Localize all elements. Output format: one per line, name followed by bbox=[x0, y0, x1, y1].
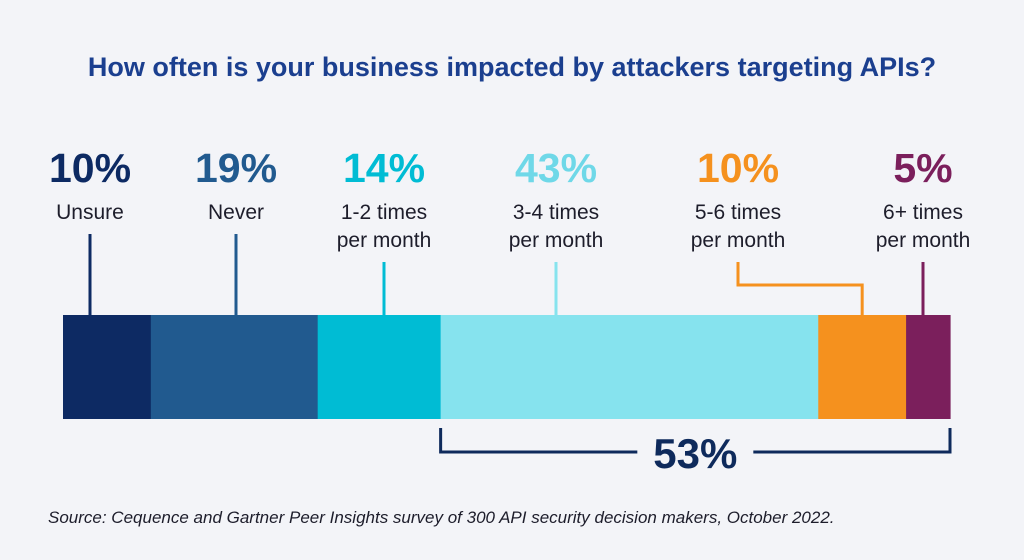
category-label: per month bbox=[691, 229, 786, 252]
total-bracket: 53% bbox=[439, 428, 952, 477]
category-label: per month bbox=[337, 229, 432, 252]
bar-segment-unsure bbox=[63, 315, 152, 419]
category-label: per month bbox=[876, 229, 971, 252]
category-label: Unsure bbox=[56, 201, 124, 224]
label-group: 10% Unsure 19% Never 14% 1-2 times per month 43… bbox=[49, 145, 970, 252]
bar-segment-never bbox=[150, 315, 319, 419]
leader-lines bbox=[88, 234, 925, 315]
value-label: 14% bbox=[343, 145, 425, 191]
value-label: 43% bbox=[515, 145, 597, 191]
bar-segment-5-6-times bbox=[818, 315, 907, 419]
bracket-line bbox=[439, 428, 952, 454]
chart-title: How often is your business impacted by a… bbox=[87, 52, 937, 82]
category-label: 6+ times bbox=[883, 201, 963, 224]
category-label: 3-4 times bbox=[513, 201, 599, 224]
category-label: 1-2 times bbox=[341, 201, 427, 224]
bar-segment-6-times bbox=[906, 315, 951, 419]
category-label: per month bbox=[509, 229, 604, 252]
value-label: 19% bbox=[195, 145, 277, 191]
category-label: Never bbox=[208, 201, 264, 224]
bar-segment-3-4-times bbox=[440, 315, 819, 419]
value-label: 5% bbox=[893, 145, 952, 191]
bracket-total-label: 53% bbox=[653, 430, 737, 477]
bar-group bbox=[63, 315, 951, 419]
category-label: 5-6 times bbox=[695, 201, 781, 224]
value-label: 10% bbox=[49, 145, 131, 191]
bar-segment-1-2-times bbox=[317, 315, 442, 419]
source-note: Source: Cequence and Gartner Peer Insigh… bbox=[48, 508, 835, 527]
stacked-bar-chart: 10% Unsure 19% Never 14% 1-2 times per month 43… bbox=[49, 145, 970, 477]
leader-line bbox=[736, 262, 864, 315]
value-label: 10% bbox=[697, 145, 779, 191]
